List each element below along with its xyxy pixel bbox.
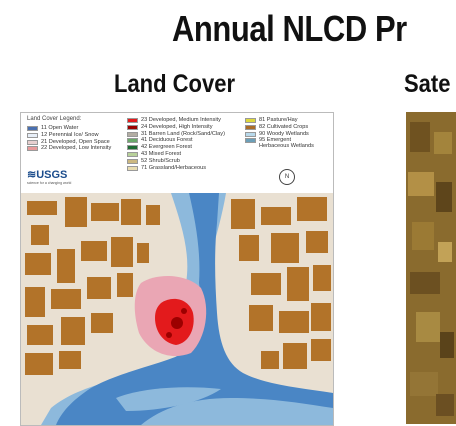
- legend-column-3: 81 Pasture/Hay 82 Cultivated Crops 90 Wo…: [245, 117, 321, 149]
- crop-field-patch: [61, 317, 85, 345]
- legend-item: 41 Deciduous Forest: [127, 137, 225, 144]
- open-water: [56, 193, 333, 425]
- crop-field-patch: [59, 351, 81, 369]
- crop-field-patch: [25, 353, 53, 375]
- crop-field-patch: [57, 249, 75, 283]
- crop-field-patch: [231, 199, 255, 229]
- crop-field-patch: [261, 351, 279, 369]
- legend-swatch: [127, 124, 138, 130]
- crop-field-patch: [137, 243, 149, 263]
- crop-field-patch: [91, 203, 119, 221]
- crop-field-patch: [249, 305, 273, 331]
- legend-swatch: [27, 146, 38, 152]
- legend-swatch: [245, 118, 256, 123]
- crop-field-patch: [311, 303, 331, 331]
- crop-field-patch: [146, 205, 160, 225]
- legend-item: 82 Cultivated Crops: [245, 124, 321, 131]
- map-legend: Land Cover Legend: 11 Open Water 12 Pere…: [21, 113, 333, 194]
- legend-item: 24 Developed, High Intensity: [127, 124, 225, 131]
- crop-field-patch: [81, 241, 107, 261]
- crop-field-patch: [261, 207, 291, 225]
- legend-item: 22 Developed, Low Intensity: [27, 145, 111, 152]
- page-title: Annual NLCD Pr: [172, 8, 407, 49]
- legend-item: 52 Shrub/Scrub: [127, 158, 225, 165]
- land-cover-raster: [21, 193, 333, 425]
- legend-swatch: [245, 138, 256, 144]
- legend-swatch: [27, 126, 38, 131]
- crop-field-patch: [251, 273, 281, 295]
- legend-swatch: [127, 118, 138, 123]
- developed-area: [134, 276, 207, 357]
- legend-swatch: [127, 158, 138, 164]
- crop-field-patch: [87, 277, 111, 299]
- crop-field-patch: [27, 325, 53, 345]
- legend-swatch: [127, 138, 138, 144]
- legend-column-1: 11 Open Water 12 Perennial Ice/ Snow 21 …: [27, 125, 111, 152]
- legend-swatch: [127, 151, 138, 157]
- legend-item: 90 Woody Wetlands: [245, 131, 321, 138]
- crop-field-patch: [279, 311, 309, 333]
- legend-item: 71 Grassland/Herbaceous: [127, 165, 225, 172]
- crop-field-patch: [271, 233, 299, 263]
- satellite-heading: Sate: [404, 70, 451, 98]
- crop-field-patch: [51, 289, 81, 309]
- crop-field-patch: [31, 225, 49, 245]
- legend-item: 42 Evergreen Forest: [127, 144, 225, 151]
- crop-field-patch: [287, 267, 309, 301]
- legend-item: 11 Open Water: [27, 125, 111, 132]
- crop-field-patch: [239, 235, 259, 261]
- crop-field-patch: [27, 201, 57, 215]
- legend-item: 12 Perennial Ice/ Snow: [27, 132, 111, 139]
- legend-swatch: [127, 145, 138, 151]
- cultivated-crops-patches: [25, 197, 331, 375]
- crop-field-patch: [121, 199, 141, 225]
- crop-field-patch: [65, 197, 87, 227]
- legend-item: 21 Developed, Open Space: [27, 139, 111, 146]
- legend-swatch: [245, 131, 256, 137]
- crop-field-patch: [297, 197, 327, 221]
- legend-item: 23 Developed, Medium Intensity: [127, 117, 225, 124]
- legend-item: 95 Emergent Herbaceous Wetlands: [245, 137, 321, 149]
- usgs-logo: ≋USGS: [27, 169, 68, 181]
- crop-field-patch: [283, 343, 307, 369]
- legend-swatch: [27, 132, 38, 138]
- satellite-image-preview: [406, 112, 456, 424]
- north-arrow-icon: N: [279, 169, 295, 185]
- crop-field-patch: [311, 339, 331, 361]
- legend-title: Land Cover Legend:: [27, 116, 82, 122]
- crop-field-patch: [111, 237, 133, 267]
- legend-item: 81 Pasture/Hay: [245, 117, 321, 124]
- legend-item: 43 Mixed Forest: [127, 151, 225, 158]
- land-cover-heading: Land Cover: [114, 70, 236, 98]
- crop-field-patch: [306, 231, 328, 253]
- legend-item: 31 Barren Land (Rock/Sand/Clay): [127, 131, 225, 138]
- legend-swatch: [127, 131, 138, 137]
- crop-field-patch: [25, 287, 45, 317]
- legend-swatch: [127, 165, 138, 171]
- satellite-texture: [406, 112, 456, 424]
- crop-field-patch: [117, 273, 133, 297]
- crop-field-patch: [91, 313, 113, 333]
- crop-field-patch: [313, 265, 331, 291]
- legend-column-2: 23 Developed, Medium Intensity 24 Develo…: [127, 117, 225, 171]
- legend-swatch: [27, 139, 38, 145]
- usgs-tagline: science for a changing world: [27, 181, 72, 185]
- land-cover-map: Land Cover Legend: 11 Open Water 12 Pere…: [20, 112, 334, 426]
- crop-field-patch: [25, 253, 51, 275]
- legend-swatch: [245, 124, 256, 130]
